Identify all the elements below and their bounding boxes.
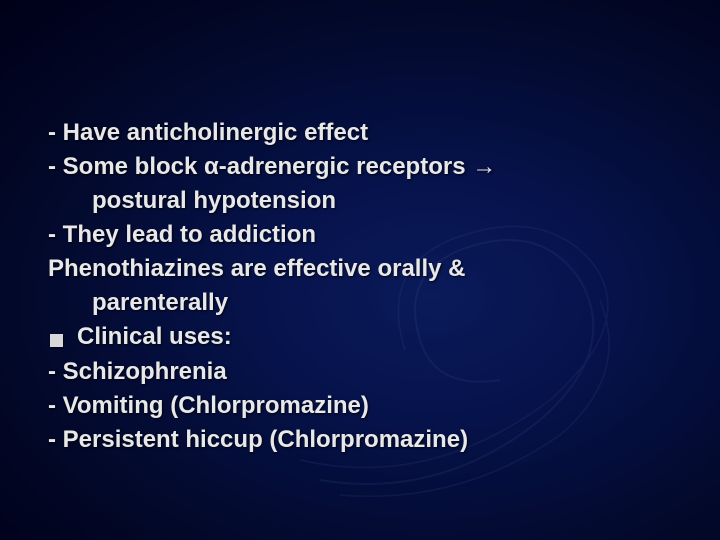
text-line: - Persistent hiccup (Chlorpromazine) [48,423,672,457]
text-line: - Some block α-adrenergic receptors → [48,150,672,184]
bullet-text: Clinical uses: [77,320,232,354]
text-line: parenterally [48,286,672,320]
text-line: Phenothiazines are effective orally & [48,252,672,286]
bullet-line: Clinical uses: [48,320,672,354]
slide-content: - Have anticholinergic effect - Some blo… [48,116,672,457]
text-line: - They lead to addiction [48,218,672,252]
text-line: - Have anticholinergic effect [48,116,672,150]
text-line: - Schizophrenia [48,355,672,389]
text-line: - Vomiting (Chlorpromazine) [48,389,672,423]
text-line: postural hypotension [48,184,672,218]
square-bullet-icon [50,334,63,347]
